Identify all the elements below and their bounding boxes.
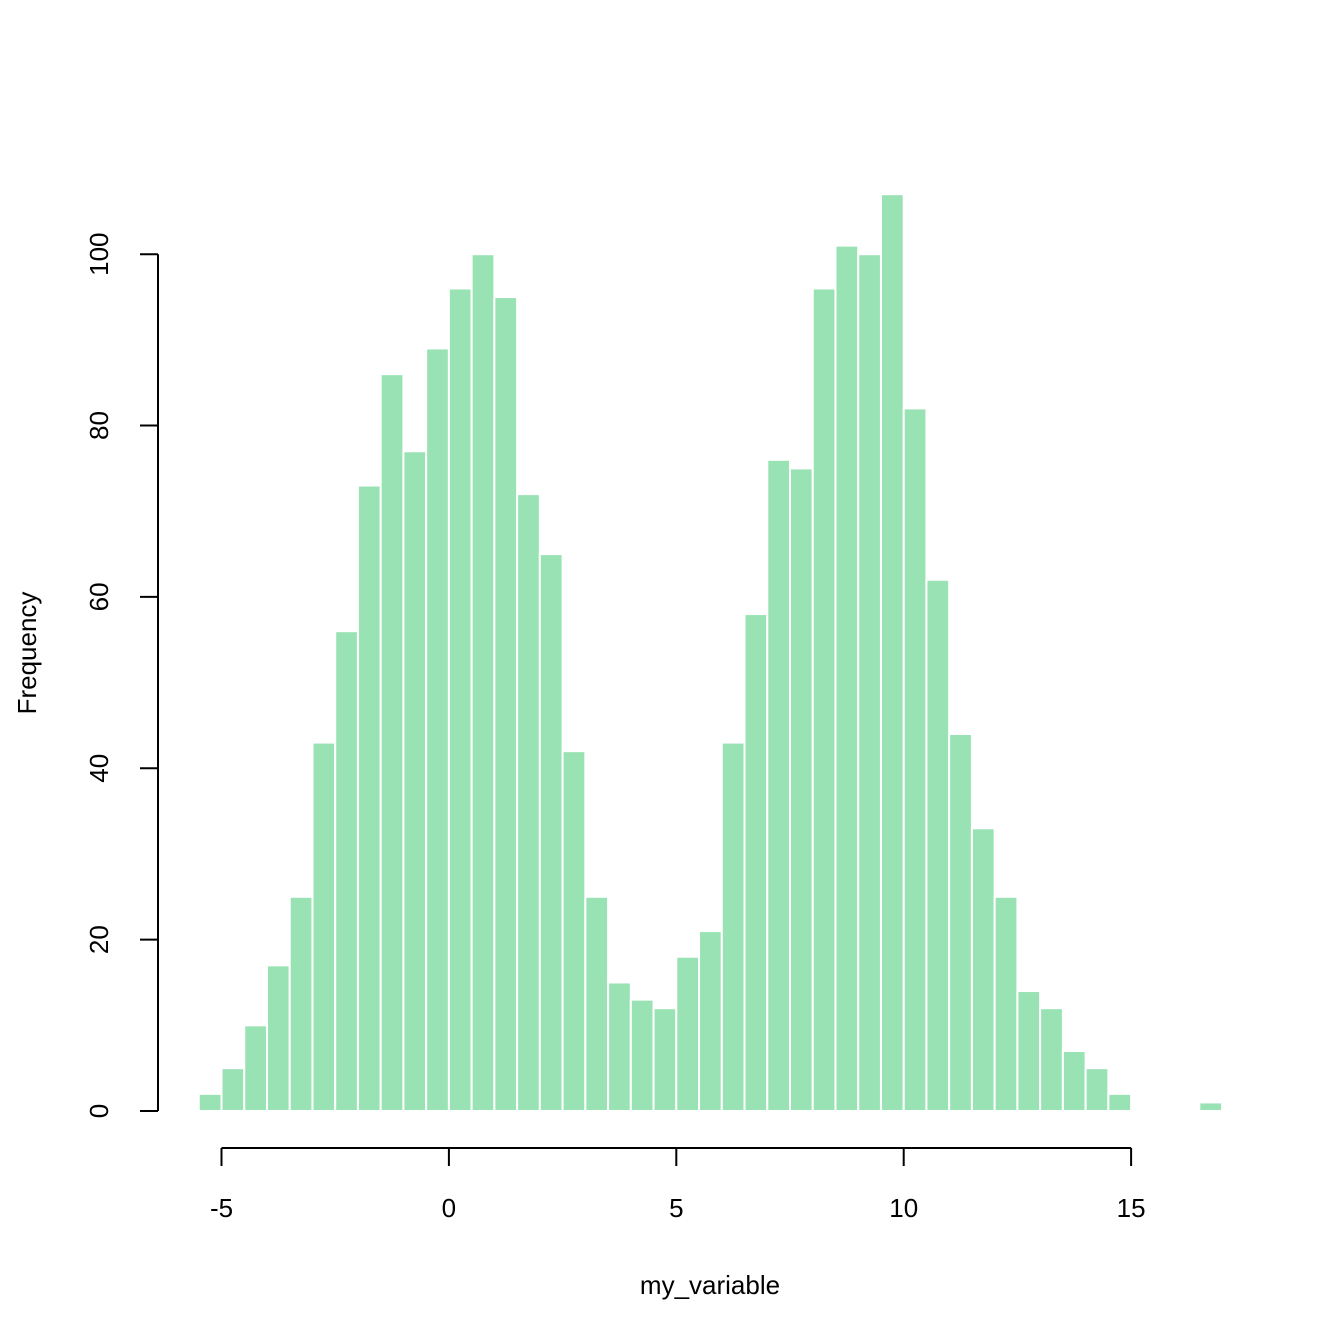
x-axis: -5 0 5 10 15 <box>210 1147 1146 1223</box>
y-tick-label: 100 <box>84 233 114 276</box>
y-tick-label: 40 <box>84 754 114 783</box>
y-tick-label: 0 <box>84 1104 114 1118</box>
y-axis: 0 20 40 60 80 100 <box>84 233 159 1118</box>
x-tick-label: -5 <box>210 1193 233 1223</box>
histogram-bar <box>311 741 337 1112</box>
histogram-bar <box>1016 990 1042 1112</box>
histogram-bar <box>470 253 496 1112</box>
histogram-bar <box>925 578 951 1112</box>
histogram-bar <box>1107 1092 1133 1113</box>
histogram-bar <box>698 930 723 1113</box>
histogram-bar <box>288 895 314 1112</box>
bars-group <box>197 193 1224 1113</box>
histogram-bar <box>584 895 610 1112</box>
histogram-bar <box>447 287 473 1112</box>
histogram-bar <box>402 450 428 1113</box>
histogram-bar <box>607 981 632 1112</box>
y-tick-label: 80 <box>84 411 114 440</box>
histogram-bar <box>652 1007 678 1113</box>
histogram-bar <box>220 1067 246 1113</box>
histogram-bar <box>1198 1101 1224 1113</box>
histogram-bar <box>1084 1067 1110 1113</box>
histogram-bar <box>743 613 769 1113</box>
histogram-bar <box>1039 1007 1064 1113</box>
y-tick-label: 20 <box>84 925 114 954</box>
histogram-bar <box>493 296 519 1113</box>
histogram-bar <box>789 467 814 1112</box>
histogram-bar <box>538 553 564 1112</box>
histogram-bar <box>857 253 882 1112</box>
histogram-bar <box>902 407 928 1112</box>
histogram-bar <box>425 347 450 1112</box>
histogram-bar <box>265 964 291 1112</box>
histogram-bar <box>970 827 996 1112</box>
histogram-bar <box>356 484 382 1112</box>
histogram-bar <box>948 733 973 1112</box>
x-tick-label: 15 <box>1117 1193 1146 1223</box>
histogram-bar <box>879 193 905 1112</box>
histogram-bar <box>1061 1050 1087 1113</box>
y-axis-title: Frequency <box>12 592 42 715</box>
histogram-bar <box>197 1092 223 1113</box>
histogram-bar <box>516 493 541 1112</box>
histogram-bar <box>243 1024 268 1112</box>
histogram-bar <box>834 244 860 1112</box>
x-tick-label: 0 <box>442 1193 456 1223</box>
x-tick-label: 10 <box>889 1193 918 1223</box>
x-tick-label: 5 <box>669 1193 683 1223</box>
histogram-bar <box>334 630 359 1113</box>
x-axis-title: my_variable <box>640 1270 780 1300</box>
histogram-bar <box>379 373 405 1113</box>
histogram-bar <box>629 998 655 1113</box>
histogram-bar <box>766 458 792 1113</box>
histogram-bar <box>675 955 701 1112</box>
histogram-bar <box>811 287 837 1112</box>
histogram-bar <box>993 895 1019 1112</box>
histogram-bar <box>720 741 746 1112</box>
histogram-bar <box>561 750 587 1112</box>
y-tick-label: 60 <box>84 582 114 611</box>
